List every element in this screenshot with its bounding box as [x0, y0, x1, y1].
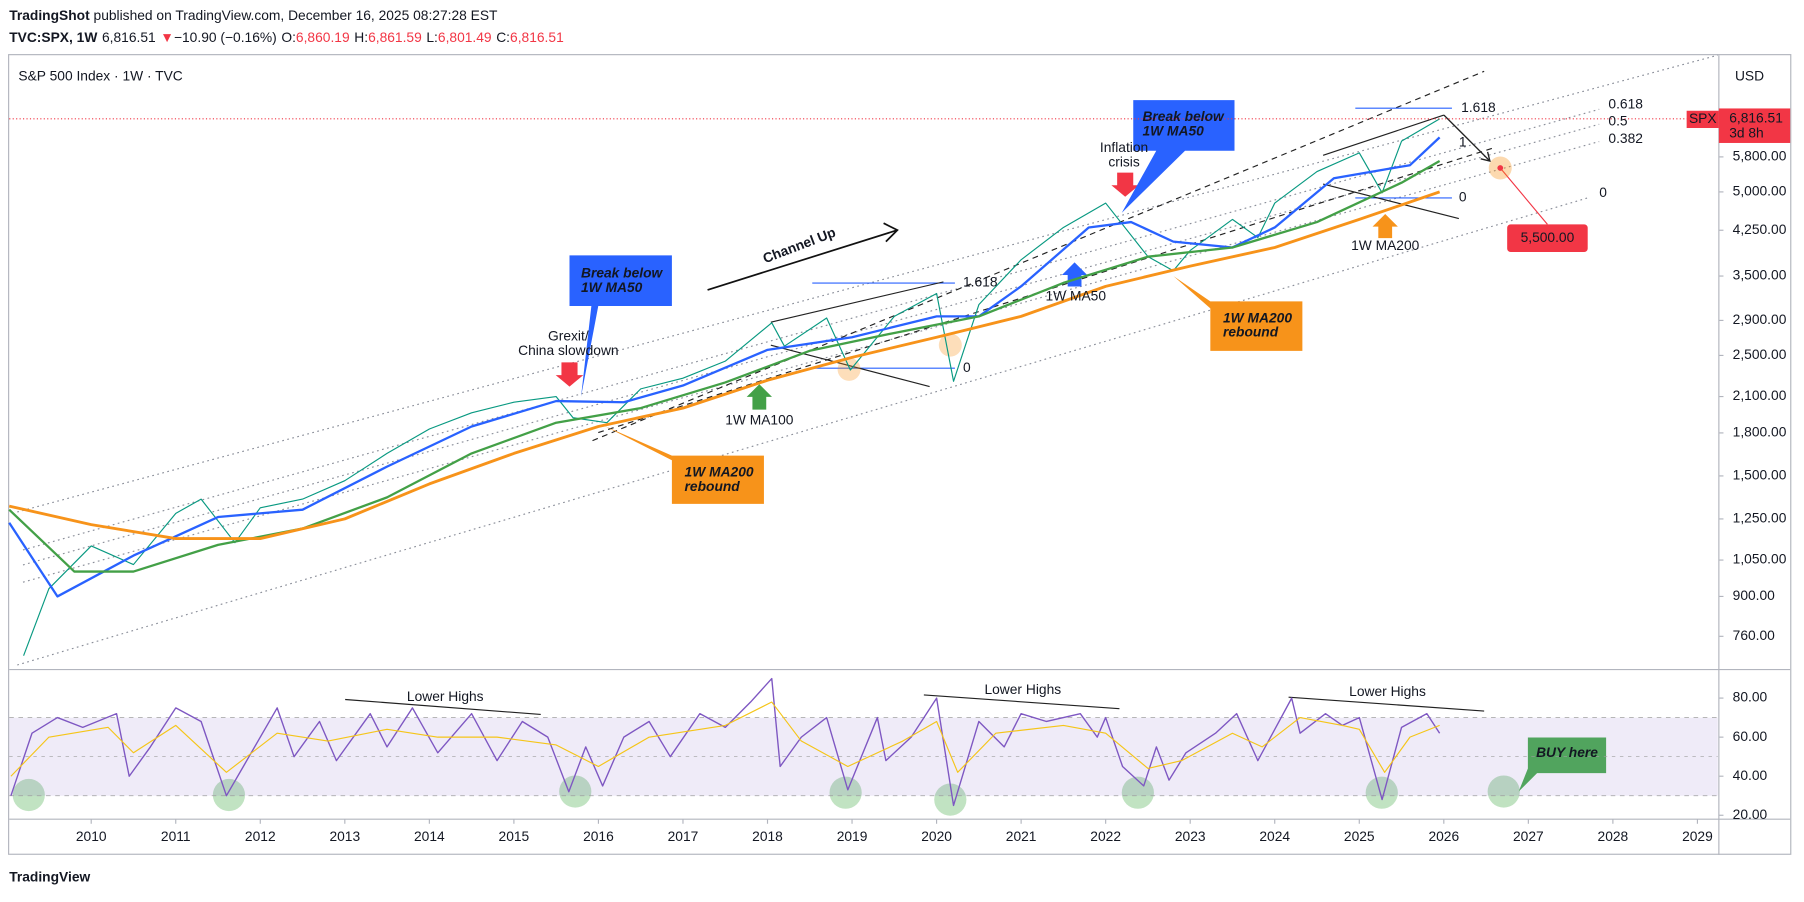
y-tick-label: 2,900.00 — [1733, 312, 1787, 327]
header-item: 6,816.51 — [510, 30, 564, 45]
annotation: 1 — [1459, 134, 1467, 149]
header-item: 6,816.51 — [102, 30, 156, 45]
y-tick-label: 4,250.00 — [1733, 222, 1787, 237]
annotation: Grexit/ — [548, 329, 589, 344]
annotation: crisis — [1108, 154, 1140, 169]
y-tick-label: 60.00 — [1733, 729, 1768, 744]
y-tick-label: 3,500.00 — [1733, 268, 1787, 283]
header-item: 6,860.19 — [296, 30, 350, 45]
y-tick-label: 1,250.00 — [1733, 511, 1787, 526]
annotation: rebound — [685, 479, 741, 494]
footer-logo: TradingView — [9, 869, 90, 884]
x-tick-label: 2025 — [1344, 829, 1375, 844]
header-item: 6,801.49 — [438, 30, 492, 45]
x-tick-label: 2020 — [921, 829, 952, 844]
annotation: 1W MA200 — [685, 465, 754, 480]
x-tick-label: 2026 — [1428, 829, 1459, 844]
y-tick-label: 2,500.00 — [1733, 347, 1787, 362]
series-line — [8, 159, 1441, 573]
annotation: 1.618 — [963, 275, 998, 290]
y-tick-label: 40.00 — [1733, 768, 1768, 783]
annotation: 0 — [1599, 185, 1607, 200]
header-item: O: — [281, 30, 296, 45]
annotation: Break below — [1142, 109, 1225, 124]
y-tick-label: 5,000.00 — [1733, 184, 1787, 199]
annotation: China slowdown — [518, 343, 618, 358]
annotation: 0 — [1459, 190, 1467, 205]
symbol-label: SPX — [1689, 111, 1717, 126]
price-tag — [1718, 108, 1791, 143]
annotation: 1W MA200 — [1351, 238, 1420, 253]
publish-info: published on TradingView.com, December 1… — [94, 8, 499, 23]
x-tick-label: 2023 — [1175, 829, 1206, 844]
annotation: 5,500.00 — [1521, 230, 1575, 245]
x-tick-label: 2015 — [499, 829, 530, 844]
x-tick-label: 2013 — [329, 829, 360, 844]
x-tick-label: 2010 — [76, 829, 107, 844]
annotation: Inflation — [1100, 140, 1148, 155]
x-tick-label: 2018 — [752, 829, 783, 844]
series-line — [10, 677, 1441, 807]
annotation: 0 — [963, 360, 971, 375]
header-item: −10.90 (−0.16%) — [174, 30, 277, 45]
y-axis-label: USD — [1735, 69, 1764, 84]
series-line — [10, 701, 1440, 777]
header-line-1: TradingShot published on TradingView.com… — [9, 8, 498, 23]
drawings — [12, 54, 1718, 816]
annotation: Lower Highs — [1349, 684, 1426, 699]
annotation: Lower Highs — [407, 689, 484, 704]
x-tick-label: 2021 — [1006, 829, 1037, 844]
annotation: rebound — [1223, 325, 1279, 340]
header-item: L: — [426, 30, 438, 45]
x-tick-label: 2028 — [1598, 829, 1629, 844]
annotation: 0.618 — [1608, 96, 1643, 111]
frame — [8, 54, 1792, 855]
y-tick-label: 1,800.00 — [1733, 425, 1787, 440]
series-line — [8, 136, 1441, 598]
header-item: H: — [354, 30, 368, 45]
x-tick-label: 2016 — [583, 829, 614, 844]
x-tick-label: 2012 — [245, 829, 276, 844]
y-tick-label: 5,800.00 — [1733, 149, 1787, 164]
chart-title: S&P 500 Index · 1W · TVC — [18, 69, 182, 84]
annotation: 0.382 — [1608, 131, 1643, 146]
header-item: ▼ — [160, 30, 174, 45]
y-tick-label: 2,100.00 — [1733, 388, 1787, 403]
x-tick-label: 2029 — [1682, 829, 1713, 844]
x-tick-label: 2022 — [1090, 829, 1121, 844]
annotation: 0.5 — [1608, 114, 1628, 129]
annotation: 1W MA50 — [581, 280, 643, 295]
annotation: Break below — [581, 265, 664, 280]
header-item: C: — [496, 30, 510, 45]
header-line-2: TVC:SPX, 1W 6,816.51 ▼−10.90 (−0.16%) O:6,8… — [9, 30, 564, 45]
y-tick-label: 80.00 — [1733, 690, 1768, 705]
y-tick-label: 20.00 — [1733, 807, 1768, 822]
annotation: 1W MA50 — [1045, 288, 1106, 303]
y-tick-label: 900.00 — [1733, 588, 1776, 603]
annotation: 1W MA200 — [1223, 310, 1292, 325]
y-tick-label: 760.00 — [1733, 628, 1776, 643]
annotation: 1.618 — [1461, 100, 1496, 115]
countdown-label: 3d 8h — [1729, 125, 1764, 140]
price-label: 6,816.51 — [1729, 110, 1783, 125]
annotation: 1W MA100 — [725, 413, 794, 428]
series-line — [8, 190, 1441, 540]
publisher: TradingShot — [9, 8, 90, 23]
x-tick-label: 2024 — [1259, 829, 1290, 844]
header-item: 6,861.59 — [368, 30, 422, 45]
x-tick-label: 2017 — [668, 829, 699, 844]
x-tick-label: 2027 — [1513, 829, 1544, 844]
annotation: 1W MA50 — [1142, 123, 1204, 138]
x-tick-label: 2011 — [161, 829, 191, 844]
y-tick-label: 1,500.00 — [1733, 468, 1787, 483]
symbol-tag — [1686, 110, 1719, 129]
annotation: Lower Highs — [984, 682, 1061, 697]
y-tick-label: 1,050.00 — [1733, 552, 1787, 567]
header-item: TVC:SPX, 1W — [9, 30, 98, 45]
x-tick-label: 2019 — [837, 829, 868, 844]
annotation: BUY here — [1536, 745, 1598, 760]
x-tick-label: 2014 — [414, 829, 445, 844]
